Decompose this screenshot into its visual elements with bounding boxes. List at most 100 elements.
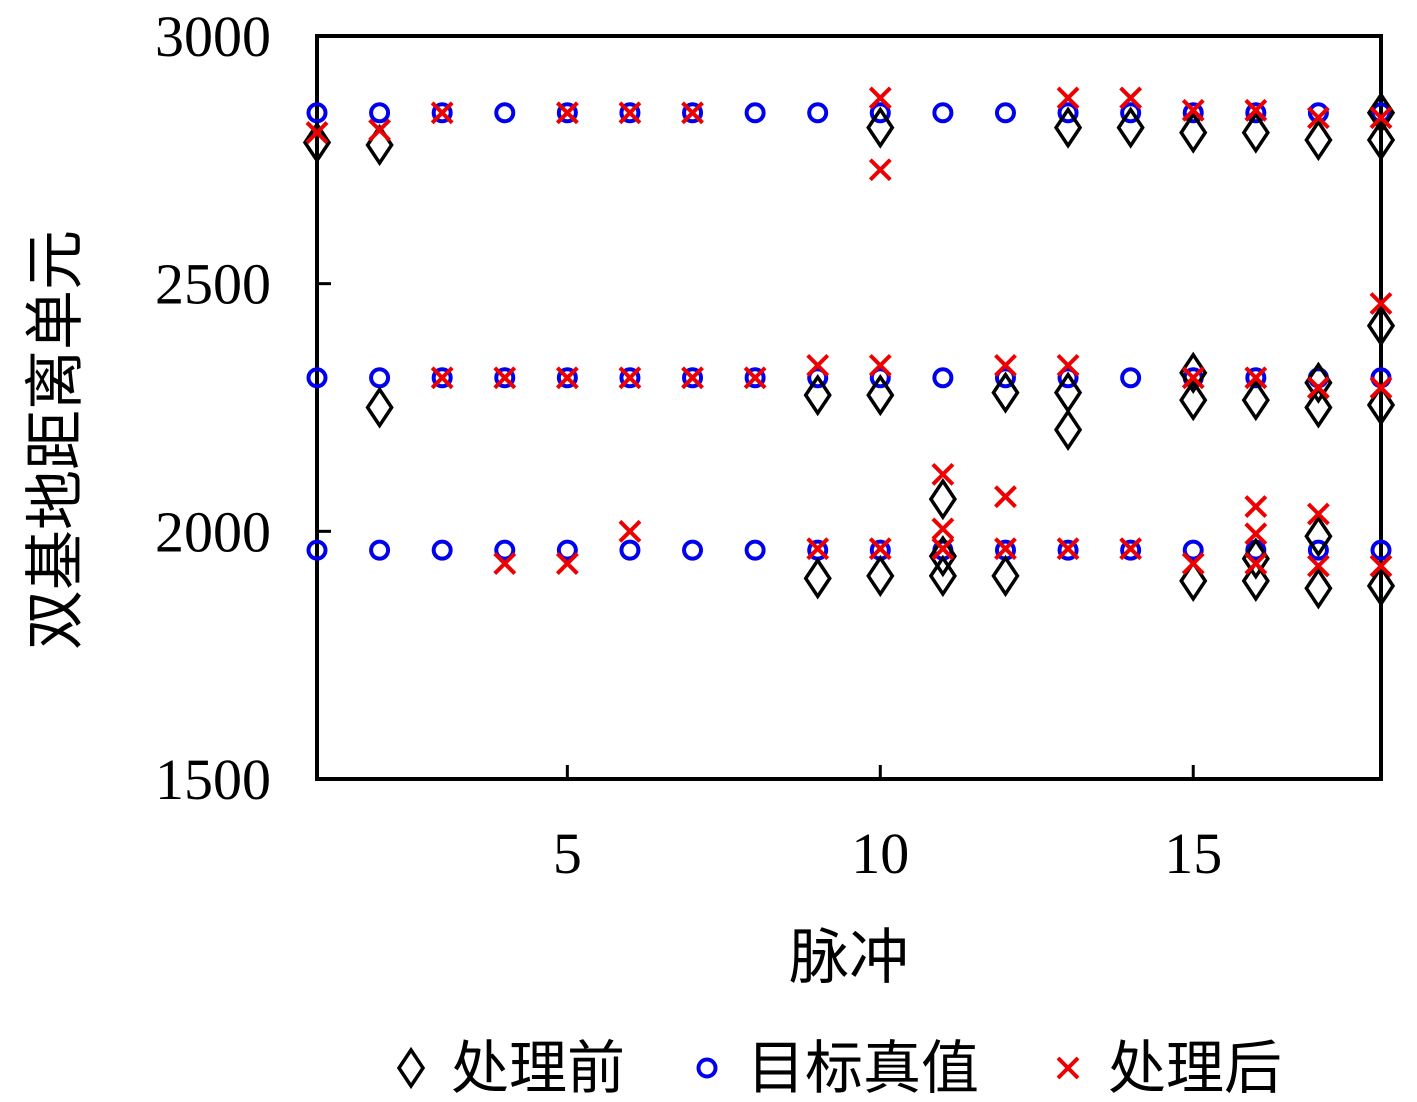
legend: 处理前 目标真值 处理后 [396,1034,1282,1102]
data-point-x [555,101,579,125]
x-axis-title: 脉冲 [789,923,909,993]
data-point-circle [744,102,766,124]
data-point-circle [306,539,328,561]
data-point-circle [1245,367,1267,389]
data-point-x [931,462,955,486]
data-point-x [1369,106,1393,130]
data-point-diamond [928,477,957,521]
data-point-x [1244,495,1268,518]
data-point-diamond [1304,361,1333,404]
data-point-circle [556,539,578,561]
legend-label: 目标真值 [747,1034,979,1102]
data-point-x [1306,554,1330,578]
data-point-x [368,118,392,142]
data-point-x [1119,86,1143,110]
data-point-circle [744,367,766,389]
data-point-diamond [1241,537,1270,580]
data-point-diamond [803,373,832,417]
data-point-x [493,552,517,575]
y-axis-title: 双基地距离单元 [21,230,91,650]
data-point-x [305,121,329,145]
data-point-circle [619,102,641,124]
data-point-x [618,366,642,390]
data-marks [302,86,1396,610]
data-point-diamond [365,386,394,429]
data-point-x [1244,366,1268,390]
plot-area-frame [315,34,1383,781]
legend-label: 处理前 [451,1034,625,1102]
data-point-circle [932,102,954,124]
data-point-circle [556,102,578,124]
data-point-x [1181,366,1205,390]
data-point-diamond [1053,106,1083,149]
data-point-x [868,86,892,110]
data-point-x [1056,86,1080,110]
data-point-circle [994,367,1016,389]
data-point-diamond [1179,351,1208,394]
data-point-circle [994,102,1016,124]
data-point-diamond [1366,383,1396,427]
data-point-diamond [1116,106,1145,149]
data-point-diamond [1053,408,1083,451]
data-point-circle [682,102,704,124]
data-point-x [1306,502,1330,526]
data-point-circle [807,367,829,389]
data-point-circle [431,102,453,124]
data-point-x [555,366,579,390]
data-point-diamond [1304,567,1333,610]
data-point-circle [1182,539,1204,561]
data-point-x [493,366,517,390]
data-point-x [1306,376,1330,400]
data-point-diamond [1366,564,1396,607]
data-point-x [430,366,454,390]
data-point-circle [744,539,766,561]
data-point-diamond [803,557,832,600]
data-point-circle [869,367,891,389]
data-point-circle [1057,367,1079,389]
data-point-x [1369,554,1393,578]
data-point-diamond [1241,378,1270,422]
legend-label: 处理后 [1108,1034,1282,1102]
data-point-x [994,485,1017,509]
data-point-diamond [928,534,957,578]
data-point-x [681,101,704,125]
data-point-x [430,101,454,125]
x-tick-label: 15 [1164,821,1222,886]
data-point-x [1306,106,1330,130]
legend-marker-x [1056,1056,1080,1080]
data-point-x [681,366,704,390]
data-point-diamond [991,371,1020,414]
data-point-circle [369,539,391,561]
data-point-circle [682,367,704,389]
data-point-diamond [1366,304,1396,347]
data-point-x [931,537,955,561]
data-point-circle [431,539,453,561]
data-point-circle [869,102,891,124]
data-point-x [1181,552,1205,575]
data-point-circle [807,102,829,124]
data-point-diamond [1179,378,1208,422]
data-point-x [868,537,892,561]
axis-ticks: 5 10 15 1500 2000 2500 3000 [155,4,1222,886]
data-point-diamond [1304,118,1333,162]
data-point-circle [1057,102,1079,124]
data-point-circle [1182,102,1204,124]
y-tick-label: 2000 [155,499,271,564]
data-point-x [868,353,892,377]
data-point-x [868,158,892,182]
data-point-x [1244,98,1268,122]
y-tick-label: 1500 [155,747,271,812]
data-point-circle [431,367,453,389]
data-point-x [1056,537,1080,561]
data-point-circle [556,367,578,389]
data-point-diamond [1366,91,1396,134]
data-point-x [555,552,579,575]
legend-marker-circle [696,1057,718,1079]
data-point-x [1244,522,1268,546]
data-point-x [1369,292,1393,315]
data-point-diamond [1179,559,1208,603]
data-point-diamond [866,106,895,149]
data-point-circle [1057,539,1079,561]
data-point-x [1244,552,1268,575]
data-point-x [994,537,1017,561]
